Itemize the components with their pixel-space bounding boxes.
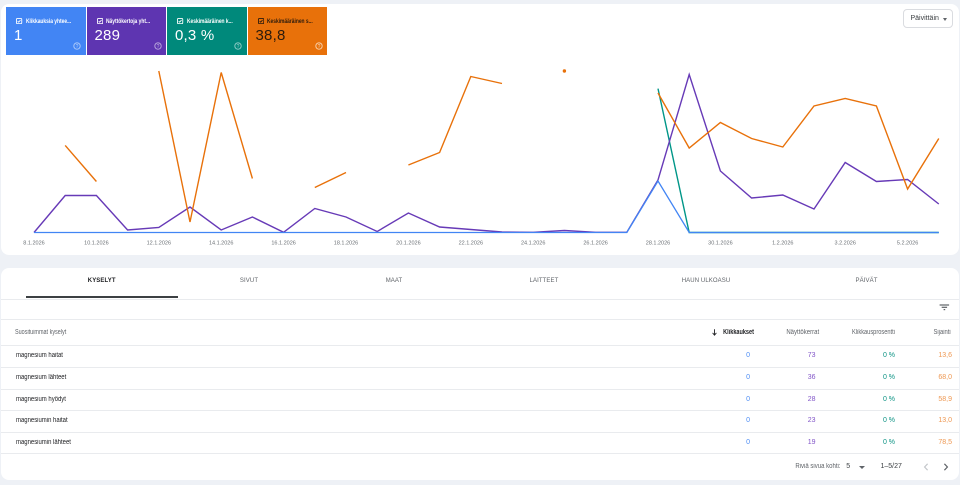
svg-text:24.1.2026: 24.1.2026 — [521, 241, 545, 247]
svg-text:16.1.2026: 16.1.2026 — [271, 241, 295, 247]
svg-text:1.2.2026: 1.2.2026 — [772, 241, 793, 247]
svg-text:18.1.2026: 18.1.2026 — [334, 241, 358, 247]
svg-text:22.1.2026: 22.1.2026 — [459, 241, 483, 247]
svg-text:26.1.2026: 26.1.2026 — [583, 241, 607, 247]
svg-text:?: ? — [76, 44, 79, 50]
svg-text:20.1.2026: 20.1.2026 — [396, 241, 420, 247]
svg-text:12.1.2026: 12.1.2026 — [147, 241, 171, 247]
svg-text:?: ? — [156, 44, 159, 50]
svg-text:14.1.2026: 14.1.2026 — [209, 241, 233, 247]
svg-text:?: ? — [317, 44, 320, 50]
svg-text:8.1.2026: 8.1.2026 — [23, 241, 44, 247]
svg-text:?: ? — [237, 44, 240, 50]
svg-text:5.2.2026: 5.2.2026 — [897, 241, 918, 247]
svg-text:3.2.2026: 3.2.2026 — [834, 241, 855, 247]
svg-text:28.1.2026: 28.1.2026 — [646, 241, 670, 247]
svg-text:10.1.2026: 10.1.2026 — [84, 241, 108, 247]
svg-text:30.1.2026: 30.1.2026 — [708, 241, 732, 247]
